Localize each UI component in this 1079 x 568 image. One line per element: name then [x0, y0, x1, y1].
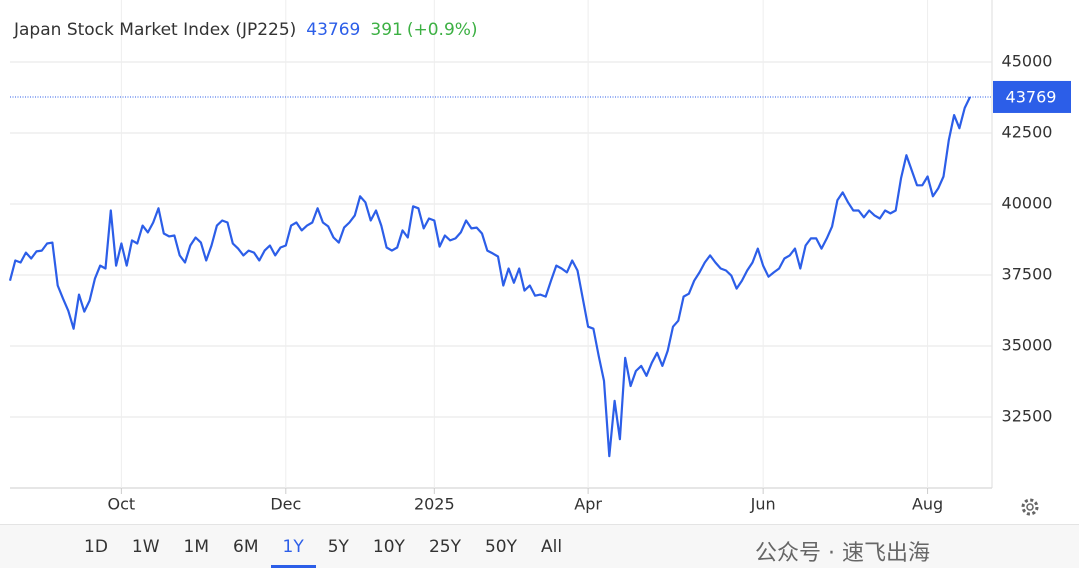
- header: Japan Stock Market Index (JP225) 43769 3…: [14, 20, 478, 40]
- y-tick-label: 37500: [1002, 265, 1053, 284]
- range-button[interactable]: 1M: [183, 537, 210, 557]
- price: 43769: [306, 20, 361, 40]
- y-tick-label: 42500: [1002, 123, 1053, 142]
- last-price-label: 43769: [1006, 87, 1057, 106]
- y-tick-label: 45000: [1002, 52, 1053, 71]
- range-button[interactable]: 10Y: [372, 537, 405, 557]
- chart: 32500 35000 37500 40000 42500 45000 Oct Dec 2025…: [8, 0, 1071, 516]
- change-pct: (+0.9%): [406, 20, 478, 40]
- y-tick-label: 32500: [1002, 407, 1053, 426]
- x-tick-label: Dec: [270, 495, 301, 514]
- last-price-box: [993, 80, 1071, 113]
- x-tick-label: Aug: [912, 495, 943, 514]
- chart-title: Japan Stock Market Index (JP225): [14, 20, 297, 40]
- range-button[interactable]: All: [541, 537, 563, 557]
- range-button[interactable]: 1D: [84, 537, 108, 557]
- x-tick-label: Jun: [750, 495, 776, 514]
- y-tick-label: 40000: [1002, 194, 1053, 213]
- y-tick-label: 35000: [1002, 336, 1053, 355]
- price-line: [8, 96, 971, 458]
- range-button[interactable]: 25Y: [428, 537, 461, 557]
- gear-hole: [1026, 503, 1034, 511]
- watermark: 公众号 · 速飞出海: [755, 541, 930, 566]
- range-button[interactable]: 1Y: [270, 525, 316, 568]
- x-tick-label: 2025: [414, 495, 455, 514]
- settings-icon[interactable]: [1021, 498, 1039, 516]
- range-button[interactable]: 50Y: [484, 537, 517, 557]
- range-button[interactable]: 6M: [233, 537, 259, 557]
- x-tick-label: Apr: [574, 495, 602, 514]
- range-button[interactable]: 5Y: [327, 537, 349, 557]
- gear: [1021, 498, 1039, 516]
- change: 391: [370, 20, 403, 40]
- range-bar: 1D 1W 1M 6M 1Y 5Y 10Y 25Y 50Y All 公众号 · 速飞出海: [0, 524, 1079, 568]
- range-button[interactable]: 1W: [131, 537, 160, 557]
- range-buttons: 1D 1W 1M 6M 1Y 5Y 10Y 25Y 50Y All: [72, 525, 574, 568]
- x-tick-label: Oct: [108, 495, 136, 514]
